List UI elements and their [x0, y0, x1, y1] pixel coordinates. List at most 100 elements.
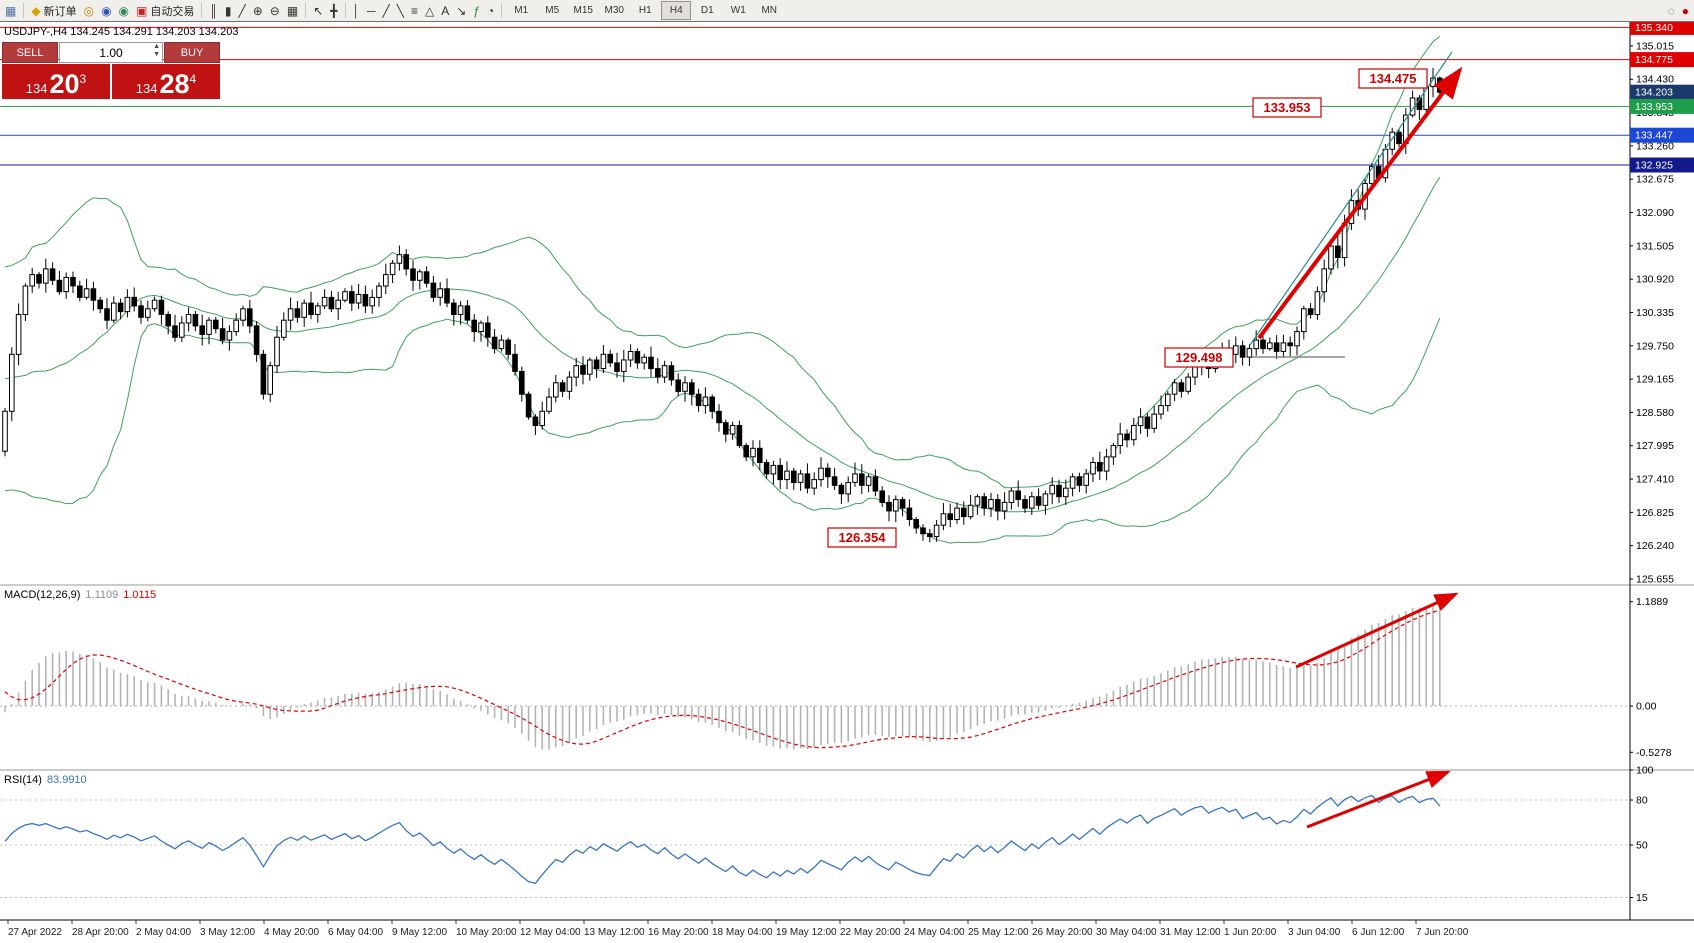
svg-text:50: 50 [1636, 840, 1648, 852]
buy-price-base: 134 [135, 81, 158, 96]
crosshair-icon[interactable]: ╋ [327, 2, 340, 20]
alert-icon[interactable]: ● [1679, 2, 1692, 20]
market-watch-icon: ◉ [101, 3, 112, 18]
bar-chart-icon[interactable]: ║ [206, 2, 221, 20]
svg-text:3 Jun 04:00: 3 Jun 04:00 [1288, 927, 1341, 938]
timeframe-h1[interactable]: H1 [638, 5, 652, 16]
svg-text:1 Jun 20:00: 1 Jun 20:00 [1224, 927, 1277, 938]
svg-text:133.447: 133.447 [1635, 130, 1673, 142]
trendline-icon[interactable]: ╱ [380, 2, 393, 20]
data-window-icon: ◉ [118, 3, 130, 18]
svg-text:129.165: 129.165 [1636, 374, 1674, 386]
svg-text:26 May 20:00: 26 May 20:00 [1032, 927, 1093, 938]
timeframe-d1[interactable]: D1 [700, 5, 714, 16]
horizontal-line-icon[interactable]: ─ [364, 2, 379, 20]
vertical-line-icon: │ [352, 3, 361, 18]
compass-icon[interactable]: ◎ [81, 2, 97, 20]
timeframe-h4[interactable]: H4 [661, 1, 692, 20]
svg-text:15: 15 [1636, 892, 1648, 904]
trend-arrows[interactable] [1257, 66, 1463, 829]
timeframe-m30[interactable]: M30 [604, 5, 624, 16]
svg-text:30 May 04:00: 30 May 04:00 [1096, 927, 1157, 938]
price-axis[interactable]: 135.015134.430133.845133.260132.675132.0… [1630, 40, 1674, 904]
svg-text:2 May 04:00: 2 May 04:00 [136, 927, 191, 938]
macd-name: MACD(12,26,9) [4, 589, 81, 601]
volume-input[interactable]: 1.00 ▲ ▼ [59, 42, 163, 63]
trendline[interactable] [1249, 51, 1453, 346]
vertical-line-icon[interactable]: │ [350, 2, 364, 20]
svg-text:130.335: 130.335 [1636, 307, 1674, 319]
buy-price-button[interactable]: 134 28 4 [112, 64, 220, 99]
svg-text:3 May 12:00: 3 May 12:00 [200, 927, 255, 938]
alert-icon: ● [1681, 3, 1689, 18]
line-chart-icon[interactable]: ╱ [236, 2, 249, 20]
svg-text:16 May 20:00: 16 May 20:00 [648, 927, 709, 938]
buy-button[interactable]: BUY [164, 42, 220, 63]
price-level-lines[interactable] [0, 26, 1630, 166]
time-axis[interactable]: 27 Apr 2022 28 Apr 20:00 2 May 04:00 3 May … [7, 920, 1469, 938]
zoom-in-icon[interactable]: ⊕ [250, 2, 266, 20]
svg-text:128.580: 128.580 [1636, 407, 1674, 419]
candlestick-icon[interactable]: ▮ [222, 2, 235, 20]
volume-up-icon[interactable]: ▲ [153, 43, 160, 50]
channel-icon[interactable]: ╲ [394, 2, 407, 20]
market-watch-icon[interactable]: ◉ [98, 2, 114, 20]
svg-text:135.015: 135.015 [1636, 40, 1674, 52]
svg-text:130.920: 130.920 [1636, 274, 1674, 286]
tile-windows-icon[interactable]: ▦ [284, 2, 301, 20]
sell-price-button[interactable]: 134 20 3 [2, 64, 110, 99]
rsi-panel [0, 794, 1630, 898]
volume-stepper[interactable]: ▲ ▼ [153, 43, 160, 59]
search-icon: ◌ [1667, 3, 1675, 18]
toolbar-separator [201, 3, 203, 18]
rsi-indicator-label: RSI(14) 83.9910 [4, 774, 87, 786]
compass-icon: ◎ [83, 3, 95, 18]
svg-text:126.825: 126.825 [1636, 507, 1674, 519]
timeframe-mn[interactable]: MN [761, 5, 778, 16]
svg-text:129.498: 129.498 [1176, 350, 1223, 365]
crosshair-icon: ╋ [330, 3, 338, 18]
candlesticks [2, 67, 1443, 543]
svg-text:7 Jun 20:00: 7 Jun 20:00 [1416, 927, 1469, 938]
auto-trading-button[interactable]: ▣ 自动交易 [133, 2, 197, 20]
data-window-icon[interactable]: ◉ [116, 2, 132, 20]
text-icon[interactable]: A [438, 2, 452, 20]
new-chart-icon[interactable]: ▦ [2, 2, 19, 20]
search-icon[interactable]: ◌ [1665, 2, 1678, 20]
zoom-out-icon[interactable]: ⊖ [267, 2, 283, 20]
toolbar-separator [305, 3, 307, 18]
svg-text:100: 100 [1636, 765, 1654, 777]
timeframe-m5[interactable]: M5 [545, 5, 560, 16]
svg-text:126.240: 126.240 [1636, 540, 1674, 552]
new-order-button-label: 新订单 [43, 5, 77, 18]
indicators-icon: ƒ [473, 3, 480, 18]
chart-symbol-ohlc: USDJPY-,H4 134.245 134.291 134.203 134.2… [4, 26, 239, 38]
timeframe-m1[interactable]: M1 [514, 5, 529, 16]
macd-panel [0, 604, 1630, 750]
volume-down-icon[interactable]: ▼ [153, 51, 160, 58]
svg-text:27 Apr 2022: 27 Apr 2022 [8, 927, 62, 938]
fibonacci-icon[interactable]: ≡ [408, 2, 421, 20]
cursor-icon[interactable]: ↖ [310, 2, 326, 20]
timeframe-w1[interactable]: W1 [730, 5, 746, 16]
price-callouts[interactable]: 134.475 133.953 129.498 126.354 [827, 68, 1428, 548]
line-chart-icon: ╱ [238, 3, 246, 18]
price-badges: 135.340 134.775 134.203 133.953 133.447 132.9… [1630, 19, 1694, 173]
svg-text:132.090: 132.090 [1636, 207, 1674, 219]
svg-text:1.1889: 1.1889 [1636, 596, 1668, 608]
new-order-button[interactable]: ◆ 新订单 [28, 2, 79, 20]
timeframe-m15[interactable]: M15 [573, 5, 593, 16]
buy-price-big: 28 [159, 69, 190, 99]
arrow-object-icon[interactable]: ↘ [453, 2, 469, 20]
svg-text:125.655: 125.655 [1636, 574, 1674, 586]
svg-text:126.354: 126.354 [839, 530, 887, 545]
indicators-icon[interactable]: ƒ [470, 2, 483, 20]
svg-text:18 May 04:00: 18 May 04:00 [712, 927, 773, 938]
new-chart-icon: ▦ [5, 3, 17, 18]
buy-price-sup: 4 [189, 72, 197, 86]
periods-icon[interactable]: ◔ [484, 2, 497, 20]
shapes-icon[interactable]: △ [422, 2, 437, 20]
trendline-icon: ╱ [382, 3, 390, 18]
sell-button[interactable]: SELL [2, 42, 58, 63]
